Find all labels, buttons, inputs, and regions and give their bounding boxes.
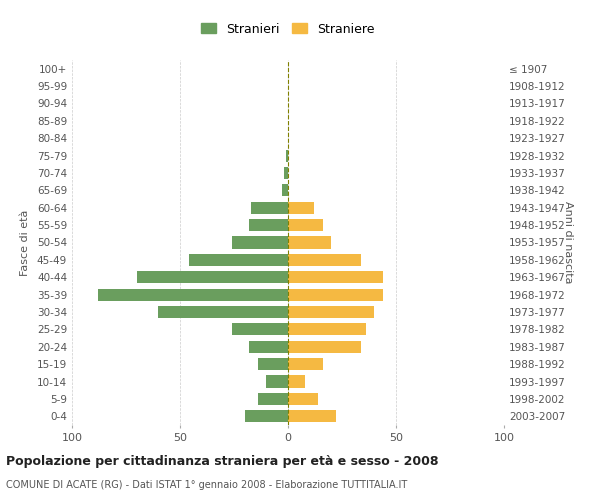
Bar [188, 254, 288, 266]
Bar [288, 306, 374, 318]
Bar [286, 150, 288, 162]
Bar [288, 340, 361, 353]
Bar [245, 410, 288, 422]
Legend: Stranieri, Straniere: Stranieri, Straniere [197, 19, 379, 40]
Bar [251, 202, 288, 214]
Bar [288, 376, 305, 388]
Bar [258, 358, 288, 370]
Y-axis label: Fasce di età: Fasce di età [20, 210, 30, 276]
Bar [288, 288, 383, 300]
Bar [288, 410, 335, 422]
Bar [281, 184, 288, 196]
Text: Popolazione per cittadinanza straniera per età e sesso - 2008: Popolazione per cittadinanza straniera p… [6, 455, 439, 468]
Bar [266, 376, 288, 388]
Bar [232, 324, 288, 336]
Bar [137, 271, 288, 283]
Bar [258, 393, 288, 405]
Bar [288, 324, 366, 336]
Bar [288, 202, 314, 214]
Bar [98, 288, 288, 300]
Bar [288, 393, 318, 405]
Bar [249, 219, 288, 231]
Bar [284, 167, 288, 179]
Bar [288, 219, 323, 231]
Y-axis label: Anni di nascita: Anni di nascita [563, 201, 572, 284]
Bar [158, 306, 288, 318]
Bar [288, 271, 383, 283]
Bar [288, 236, 331, 248]
Bar [249, 340, 288, 353]
Bar [288, 254, 361, 266]
Bar [288, 358, 323, 370]
Text: COMUNE DI ACATE (RG) - Dati ISTAT 1° gennaio 2008 - Elaborazione TUTTITALIA.IT: COMUNE DI ACATE (RG) - Dati ISTAT 1° gen… [6, 480, 407, 490]
Bar [232, 236, 288, 248]
